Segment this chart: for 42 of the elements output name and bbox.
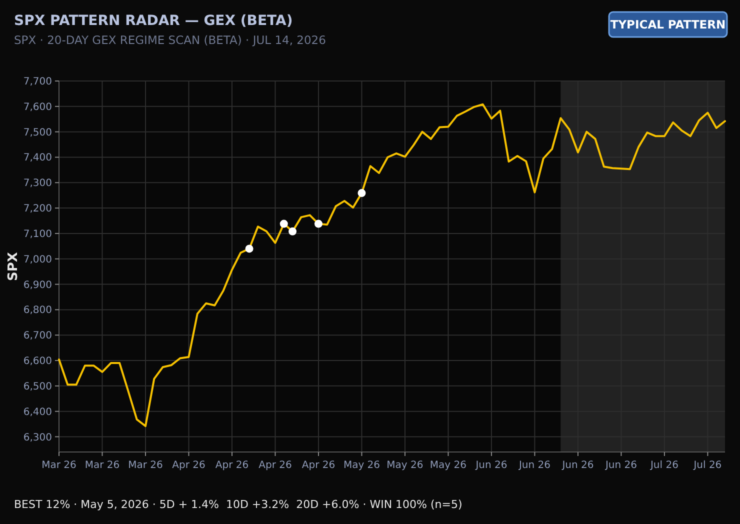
y-tick-label: 7,100 [23,228,52,240]
x-tick-label: Jul 26 [692,460,722,471]
y-tick-label: 6,600 [23,356,52,368]
y-tick-label: 6,700 [23,330,52,342]
y-tick-label: 6,300 [23,432,52,444]
x-tick-label: May 26 [430,460,467,471]
x-tick-label: Jun 26 [604,460,637,471]
x-tick-label: Jul 26 [649,460,678,471]
x-tick-label: May 26 [343,460,380,471]
y-tick-label: 7,400 [23,152,52,164]
y-tick-label: 7,000 [23,254,52,266]
x-tick-label: Apr 26 [258,460,292,471]
x-tick-label: Mar 26 [128,460,163,471]
y-tick-label: 6,800 [23,305,52,316]
x-tick-label: Jun 26 [518,460,550,471]
y-tick-label: 7,200 [23,204,52,215]
point [280,220,288,228]
point [288,227,297,236]
x-tick-label: Mar 26 [42,460,76,471]
y-tick-label: 7,600 [23,102,52,113]
chart-subtitle: SPX · 20-DAY GEX REGIME SCAN (BETA) · JUL 14, 2026 [14,33,326,47]
point [245,244,254,253]
point [314,220,322,228]
y-axis-title: SPX [6,252,21,281]
y-tick-label: 6,500 [23,381,52,392]
y-tick-label: 7,700 [23,76,52,88]
x-tick-label: Jun 26 [561,460,594,471]
x-tick-label: May 26 [386,460,424,471]
x-tick-label: Apr 26 [302,460,336,471]
x-tick-label: Jun 26 [474,460,508,471]
text: BEST 12% · May 5, 2026 · 5D + 1.4% 10D +3.2% 20D +6.0% · WIN 100% (n=5) [14,498,462,511]
line-series [58,103,726,428]
y-tick-label: 7,500 [23,127,52,138]
y-tick-label: 7,300 [23,178,52,190]
x-tick-label: Apr 26 [215,460,249,471]
chart-title: SPX PATTERN RADAR — GEX (BETA) [14,13,293,29]
text: TYPICAL PATTERN [610,18,726,32]
y-tick-label: 6,900 [23,280,52,291]
y-tick-label: 6,400 [23,406,52,418]
x-tick-label: Apr 26 [172,460,206,471]
x-tick-label: Mar 26 [84,460,120,471]
point [358,189,366,198]
